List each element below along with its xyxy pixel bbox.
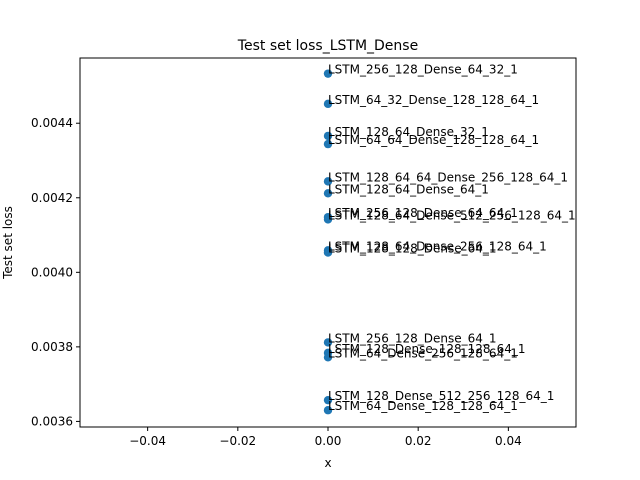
data-point <box>323 131 333 141</box>
x-tick-label: 0.00 <box>315 434 342 448</box>
point-label: LSTM_64_32_Dense_128_128_64_1 <box>328 93 539 107</box>
y-tick-label: 0.0042 <box>31 191 73 205</box>
data-point <box>323 248 333 257</box>
data-point <box>323 215 333 224</box>
chart-title: Test set loss_LSTM_Dense <box>237 38 418 54</box>
data-point <box>323 338 333 347</box>
data-point <box>323 69 333 78</box>
y-tick-label: 0.0038 <box>31 340 73 354</box>
point-label: LSTM_128_64_Dense_512_256_128_64_1 <box>328 208 576 222</box>
x-axis: −0.04 −0.02 0.00 0.02 0.04 <box>129 427 522 448</box>
point-label: LSTM_128_64_64_Dense_256_128_64_1 <box>328 170 568 184</box>
x-tick-label: 0.04 <box>495 434 522 448</box>
y-tick-label: 0.0036 <box>31 414 73 428</box>
y-tick-label: 0.0040 <box>31 265 73 279</box>
y-tick-label: 0.0044 <box>31 116 73 130</box>
point-label: LSTM_64_64_Dense_128_128_64_1 <box>328 133 539 147</box>
data-point <box>323 177 333 186</box>
y-axis-label: Test set loss <box>1 206 15 280</box>
plot-frame <box>79 57 577 428</box>
plot-background <box>80 58 576 427</box>
point-label: LSTM_128_Dense_128_128_64_1 <box>328 342 525 356</box>
point-label: LSTM_256_128_Dense_64_1 <box>328 331 497 345</box>
x-axis-label: x <box>324 456 331 470</box>
data-point <box>323 406 333 415</box>
point-label: LSTM_128_Dense_512_256_128_64_1 <box>328 389 554 403</box>
data-point <box>323 353 333 362</box>
plot-area <box>80 58 576 427</box>
point-label: LSTM_128_64_Dense_64_1 <box>328 182 489 196</box>
x-tick-label: −0.02 <box>219 434 256 448</box>
data-point <box>323 395 333 405</box>
data-point <box>323 99 333 109</box>
x-tick-label: −0.04 <box>129 434 166 448</box>
y-axis: 0.0036 0.0038 0.0040 0.0042 0.0044 <box>31 116 80 428</box>
point-label: LSTM_128_128_Dense_64_1 <box>328 242 497 256</box>
data-point <box>323 189 333 198</box>
x-tick-label: 0.02 <box>405 434 432 448</box>
point-label: LSTM_128_64_Dense_32_1 <box>328 125 489 139</box>
point-labels: LSTM_256_128_Dense_64_32_1 LSTM_64_32_Den… <box>328 63 576 414</box>
point-label: LSTM_64_Dense_256_128_64_1 <box>328 346 518 360</box>
data-point <box>323 139 333 149</box>
point-label: LSTM_256_128_Dense_64_64_1 <box>328 206 518 220</box>
point-label: LSTM_128_64_Dense_256_128_64_1 <box>328 239 547 253</box>
data-points <box>323 69 333 415</box>
point-label: LSTM_64_Dense_128_128_64_1 <box>328 399 518 413</box>
point-label: LSTM_256_128_Dense_64_32_1 <box>328 63 518 77</box>
